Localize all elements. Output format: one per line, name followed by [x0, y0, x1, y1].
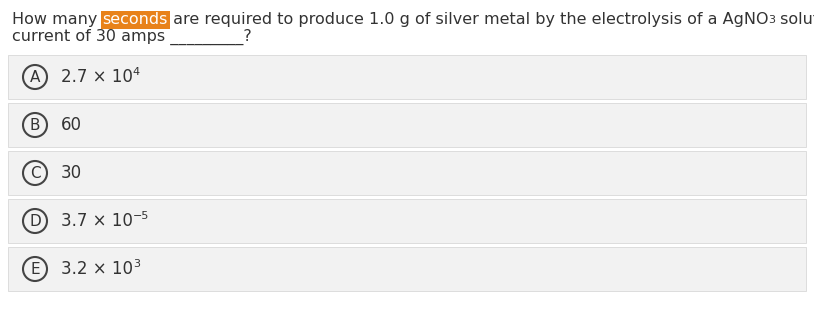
FancyBboxPatch shape: [8, 55, 806, 99]
Text: 60: 60: [61, 116, 82, 134]
Text: current of 30 amps _________?: current of 30 amps _________?: [12, 29, 252, 45]
Text: D: D: [29, 214, 41, 228]
Text: 3.2 × 10: 3.2 × 10: [61, 260, 133, 278]
FancyBboxPatch shape: [100, 10, 170, 29]
FancyBboxPatch shape: [8, 247, 806, 291]
Text: seconds: seconds: [103, 12, 168, 27]
Text: are required to produce 1.0 g of silver metal by the electrolysis of a AgNO: are required to produce 1.0 g of silver …: [168, 12, 768, 27]
FancyBboxPatch shape: [8, 103, 806, 147]
FancyBboxPatch shape: [8, 199, 806, 243]
Text: 3: 3: [768, 15, 776, 25]
Text: How many: How many: [12, 12, 103, 27]
Text: 3.7 × 10: 3.7 × 10: [61, 212, 133, 230]
Text: C: C: [29, 165, 41, 180]
FancyBboxPatch shape: [8, 151, 806, 195]
Text: A: A: [30, 70, 40, 84]
Text: 4: 4: [133, 67, 140, 77]
Text: −5: −5: [133, 211, 149, 221]
Text: 2.7 × 10: 2.7 × 10: [61, 68, 133, 86]
Text: 30: 30: [61, 164, 82, 182]
Text: 3: 3: [133, 259, 140, 269]
Text: solution using a: solution using a: [776, 12, 814, 27]
Text: B: B: [30, 118, 40, 133]
Text: E: E: [30, 262, 40, 277]
